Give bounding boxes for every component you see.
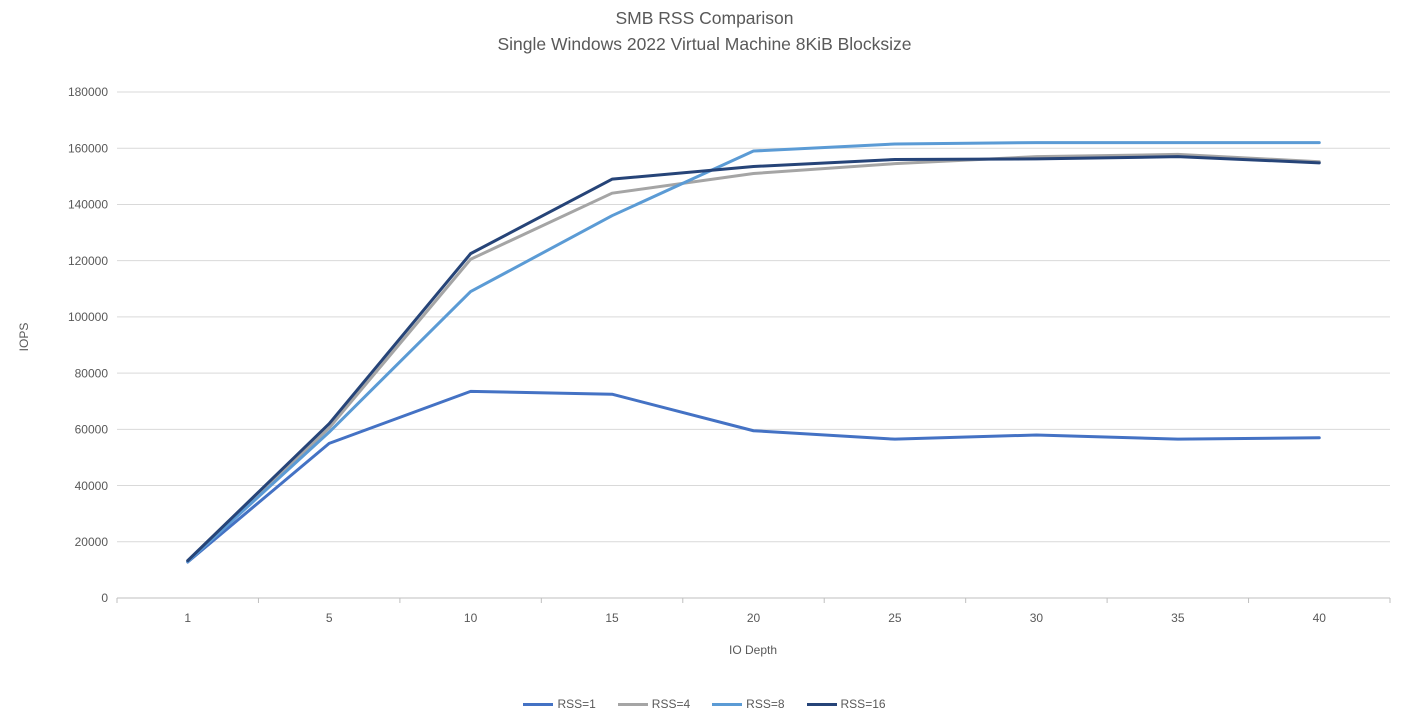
chart-subtitle: Single Windows 2022 Virtual Machine 8KiB…: [497, 34, 912, 54]
x-tick-label: 15: [605, 611, 619, 625]
series-line-RSS-8: [186, 141, 1321, 563]
chart-title: SMB RSS Comparison: [615, 8, 794, 28]
legend-label: RSS=16: [840, 697, 886, 711]
y-tick-label: 60000: [75, 423, 109, 437]
legend: RSS=1 RSS=4 RSS=8 RSS=16: [0, 697, 1409, 711]
legend-label: RSS=8: [746, 697, 785, 711]
y-tick-label: 80000: [75, 366, 109, 380]
legend-item-RSS-4: RSS=4: [617, 697, 691, 711]
y-tick-label: 140000: [68, 198, 108, 212]
x-tick-label: 1: [184, 611, 191, 625]
legend-item-RSS-8: RSS=8: [712, 697, 785, 711]
legend-swatch: [712, 702, 743, 706]
legend-label: RSS=1: [557, 697, 596, 711]
legend-item-RSS-1: RSS=1: [523, 697, 596, 711]
x-tick-label: 10: [464, 611, 478, 625]
legend-label: RSS=4: [651, 697, 691, 711]
x-tick-label: 5: [326, 611, 333, 625]
y-tick-label: 20000: [75, 535, 109, 549]
x-axis-title: IO Depth: [728, 643, 778, 657]
legend-swatch: [523, 702, 554, 706]
y-tick-label: 0: [101, 591, 108, 605]
y-tick-label: 120000: [68, 254, 108, 268]
y-tick-label: 160000: [68, 141, 108, 155]
series-line-RSS-16: [186, 155, 1321, 563]
x-tick-label: 25: [888, 611, 902, 625]
legend-item-RSS-16: RSS=16: [806, 697, 886, 711]
x-tick-label: 20: [747, 611, 761, 625]
series-line-RSS-1: [186, 389, 1321, 564]
x-tick-label: 30: [1030, 611, 1044, 625]
x-tick-label: 35: [1171, 611, 1185, 625]
x-tick-label: 40: [1313, 611, 1327, 625]
chart-title-block: SMB RSS Comparison Single Windows 2022 V…: [0, 5, 1409, 57]
series-line-RSS-4: [186, 152, 1321, 563]
legend-swatch: [806, 702, 837, 706]
y-tick-label: 100000: [68, 310, 108, 324]
y-tick-label: 180000: [68, 85, 108, 99]
legend-swatch: [617, 702, 648, 706]
y-tick-label: 40000: [75, 479, 109, 493]
